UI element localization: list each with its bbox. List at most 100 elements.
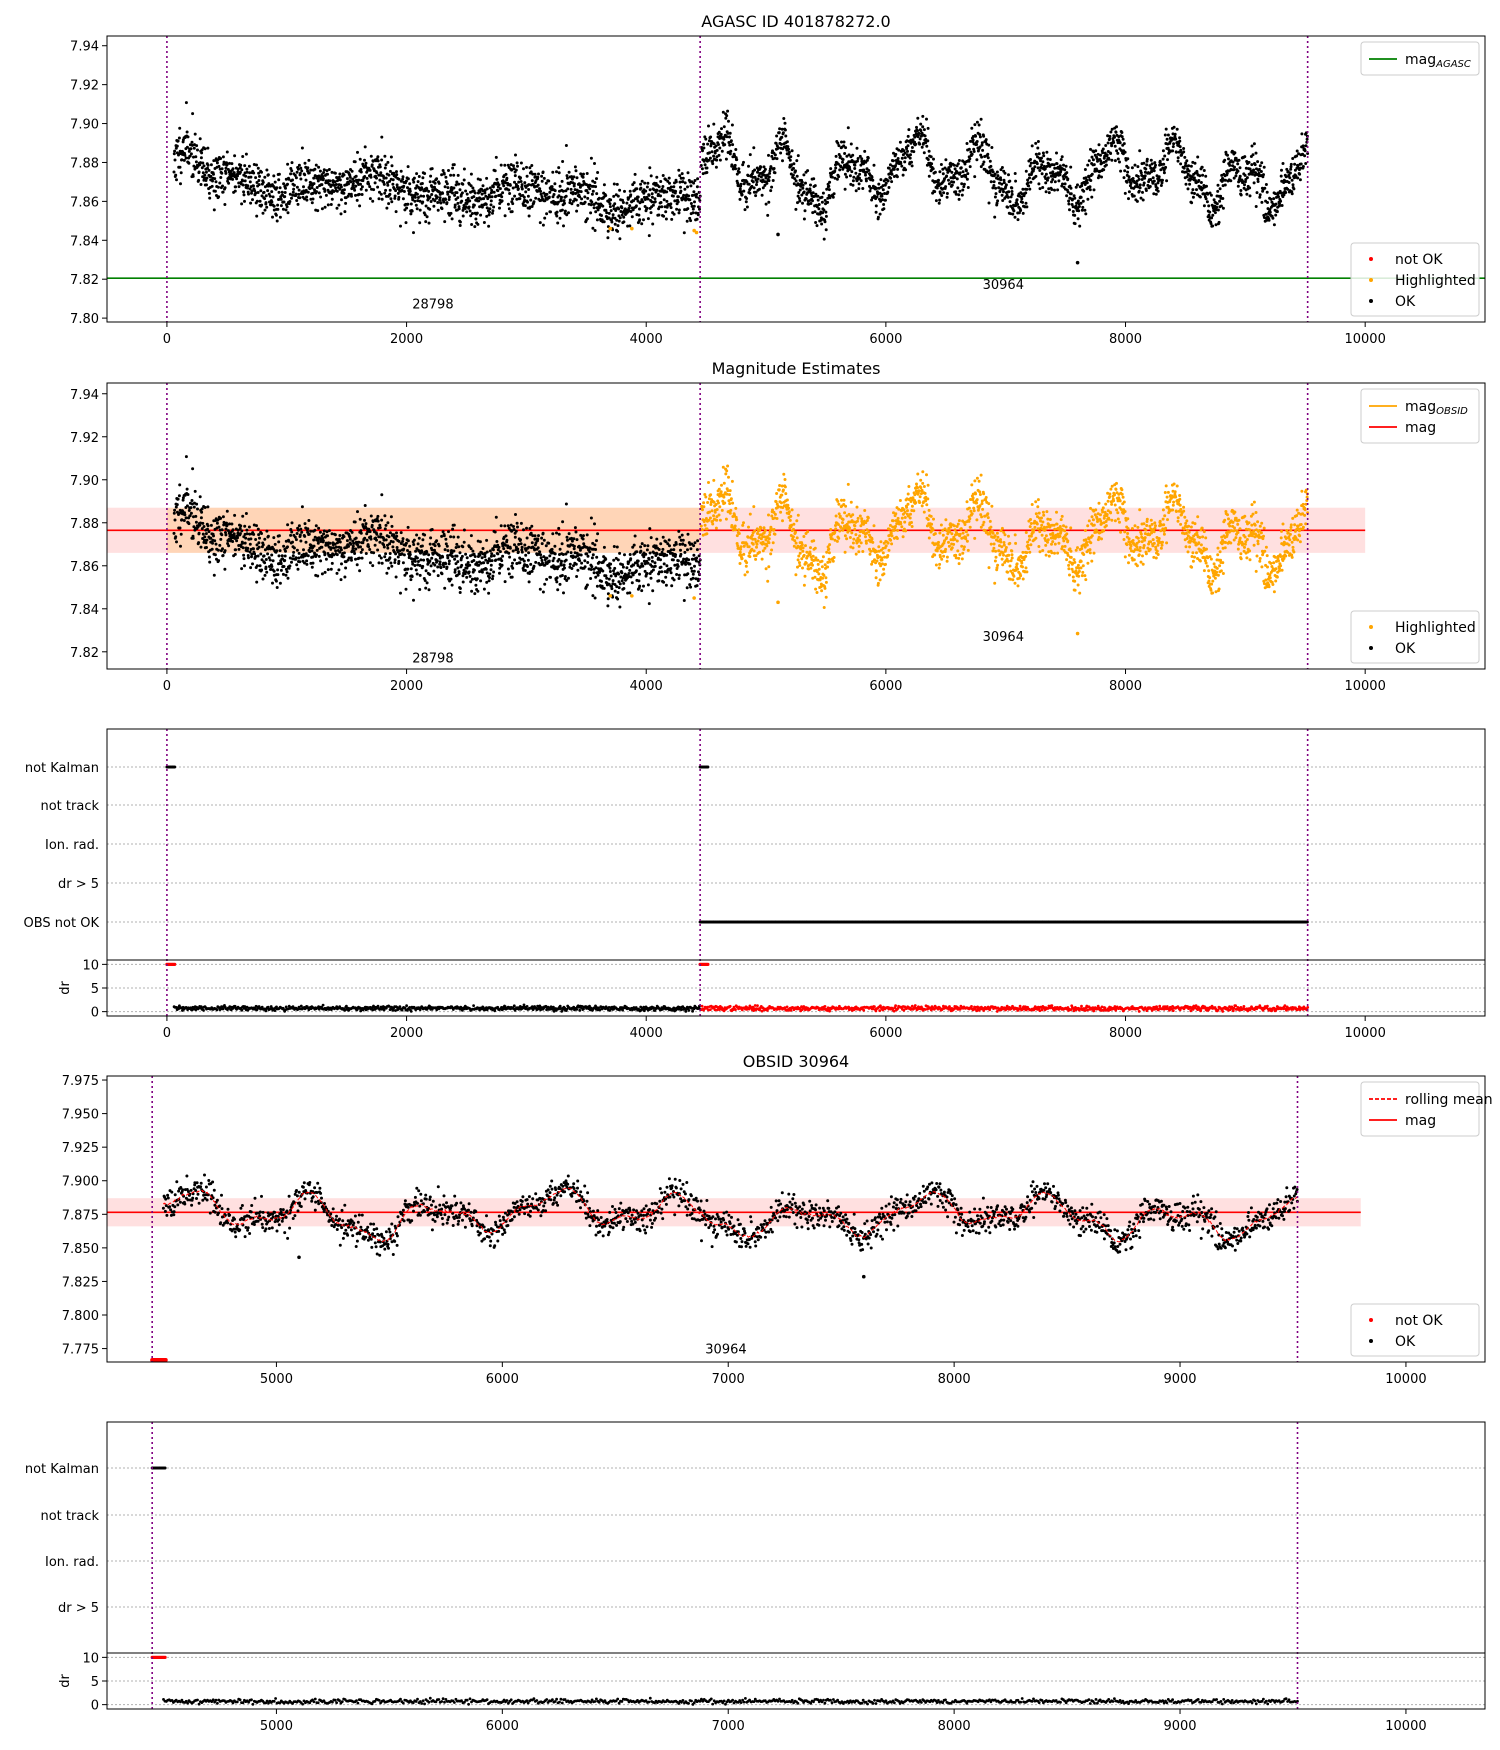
- x-tick-label: 9000: [1163, 1372, 1196, 1387]
- flag-label: Ion. rad.: [45, 1555, 99, 1570]
- legend-label: rolling mean: [1405, 1092, 1493, 1108]
- x-tick-label: 6000: [486, 1372, 519, 1387]
- chart-flags_all: not Kalman not track Ion. rad. dr > 5 OBS no…: [24, 728, 1486, 1041]
- legend-label: mag: [1405, 1113, 1436, 1129]
- data-point: [692, 596, 696, 600]
- x-tick-label: 6000: [869, 1026, 902, 1041]
- flag-label: Ion. rad.: [45, 838, 99, 853]
- x-tick-label: 6000: [869, 679, 902, 694]
- x-tick-label: 2000: [390, 1026, 423, 1041]
- y-tick-label: 7.84: [70, 234, 99, 249]
- y-tick-label: 7.80: [70, 312, 99, 327]
- y-tick-label: 7.82: [70, 646, 99, 661]
- legend-top: rolling mean mag: [1360, 1081, 1493, 1137]
- legend-swatch: [1369, 257, 1373, 261]
- data-point: [776, 232, 780, 237]
- flag-label: dr > 5: [58, 877, 99, 892]
- y-tick-label: 7.800: [62, 1309, 99, 1324]
- y-tick-label: 7.950: [62, 1108, 99, 1123]
- dr-saturated-points: [165, 962, 177, 966]
- data-point: [1075, 631, 1080, 636]
- dr-axis-label: dr: [58, 1674, 73, 1688]
- legend-swatch: [1369, 299, 1373, 303]
- x-tick-label: 5000: [260, 1372, 293, 1387]
- x-tick-label: 8000: [938, 1372, 971, 1387]
- chart-agasc: AGASC ID 401878272.0 28798 30964 7.80 7.82 7.…: [70, 12, 1486, 347]
- x-tick-label: 4000: [630, 1026, 663, 1041]
- dr-points: [162, 1696, 1299, 1706]
- data-point: [608, 226, 613, 231]
- chart-flags_obsid: not Kalman not track Ion. rad. dr > 5 0 5 10 dr…: [25, 1421, 1486, 1734]
- legend-label: Highlighted: [1395, 273, 1476, 289]
- legend-label: mag: [1405, 420, 1436, 436]
- legend-label: not OK: [1395, 252, 1443, 268]
- data-points: [161, 1173, 1299, 1257]
- legend-box: [1350, 1303, 1480, 1357]
- legend-box: [1350, 610, 1480, 664]
- x-tick-label: 5000: [260, 1719, 293, 1734]
- x-tick-label: 10000: [1385, 1719, 1426, 1734]
- y-tick-label: 7.92: [70, 431, 99, 446]
- y-tick-label: 10: [82, 1651, 99, 1666]
- not-ok-points: [150, 1357, 168, 1362]
- y-tick-label: 0: [91, 1006, 99, 1021]
- data-points: [699, 464, 1310, 609]
- axes-frame: [106, 35, 1486, 323]
- x-tick-label: 9000: [1163, 1719, 1196, 1734]
- axes-frame: [106, 1075, 1486, 1363]
- chart-title: OBSID 30964: [743, 1052, 849, 1071]
- legend-box: [1360, 1081, 1480, 1137]
- obsid-label: 28798: [412, 652, 453, 667]
- data-point: [630, 594, 634, 598]
- legend-label: OK: [1395, 294, 1416, 310]
- data-point: [608, 594, 613, 598]
- x-tick-label: 0: [163, 332, 171, 347]
- obsid-label: 30964: [983, 278, 1024, 293]
- flags-area: [107, 1466, 1485, 1608]
- x-tick-label: 4000: [630, 679, 663, 694]
- x-tick-label: 8000: [1109, 679, 1142, 694]
- x-tick-label: 8000: [1109, 332, 1142, 347]
- y-tick-label: 7.850: [62, 1242, 99, 1257]
- legend-bottom: not OK OK: [1350, 1303, 1480, 1357]
- y-tick-label: 10: [82, 958, 99, 973]
- x-tick-label: 10000: [1344, 1026, 1385, 1041]
- legend-subscript: OBSID: [1436, 406, 1468, 417]
- legend-label: Highlighted: [1395, 620, 1476, 636]
- y-tick-label: 7.86: [70, 560, 99, 575]
- chart-title: AGASC ID 401878272.0: [701, 12, 890, 31]
- flag-label: dr > 5: [58, 1601, 99, 1616]
- y-tick-label: 7.90: [70, 474, 99, 489]
- dr-saturated-points: [698, 962, 710, 966]
- rolling-mean-line: [163, 1187, 1298, 1243]
- flag-points: [150, 1466, 167, 1470]
- x-tick-label: 7000: [712, 1719, 745, 1734]
- x-tick-label: 8000: [938, 1719, 971, 1734]
- x-tick-label: 0: [163, 1026, 171, 1041]
- x-tick-label: 2000: [390, 679, 423, 694]
- y-tick-label: 7.925: [62, 1141, 99, 1156]
- flag-points: [165, 765, 177, 769]
- dr-points: [172, 1003, 702, 1013]
- x-tick-label: 10000: [1385, 1372, 1426, 1387]
- dr-points: [699, 1004, 1310, 1013]
- axes-frame: [106, 728, 1486, 1017]
- y-tick-label: 7.86: [70, 195, 99, 210]
- plot-area: 30964: [107, 1076, 1361, 1362]
- data-points: [699, 109, 1310, 241]
- chart-obsid: OBSID 30964 30964 7.775 7.800 7.825 7.850 7.87…: [62, 1052, 1493, 1387]
- axes-frame: [106, 1421, 1486, 1710]
- data-point: [861, 1274, 866, 1279]
- legend-subscript: AGASC: [1435, 59, 1471, 70]
- x-tick-label: 2000: [390, 332, 423, 347]
- legend-bottom: not OK Highlighted OK: [1350, 242, 1480, 317]
- y-tick-label: 7.88: [70, 517, 99, 532]
- flags-area: [107, 765, 1485, 924]
- legend-label: not OK: [1395, 1313, 1443, 1329]
- chart-title: Magnitude Estimates: [712, 359, 881, 378]
- legend-box: [1360, 388, 1480, 444]
- data-point: [776, 600, 780, 605]
- y-tick-label: 7.825: [62, 1275, 99, 1290]
